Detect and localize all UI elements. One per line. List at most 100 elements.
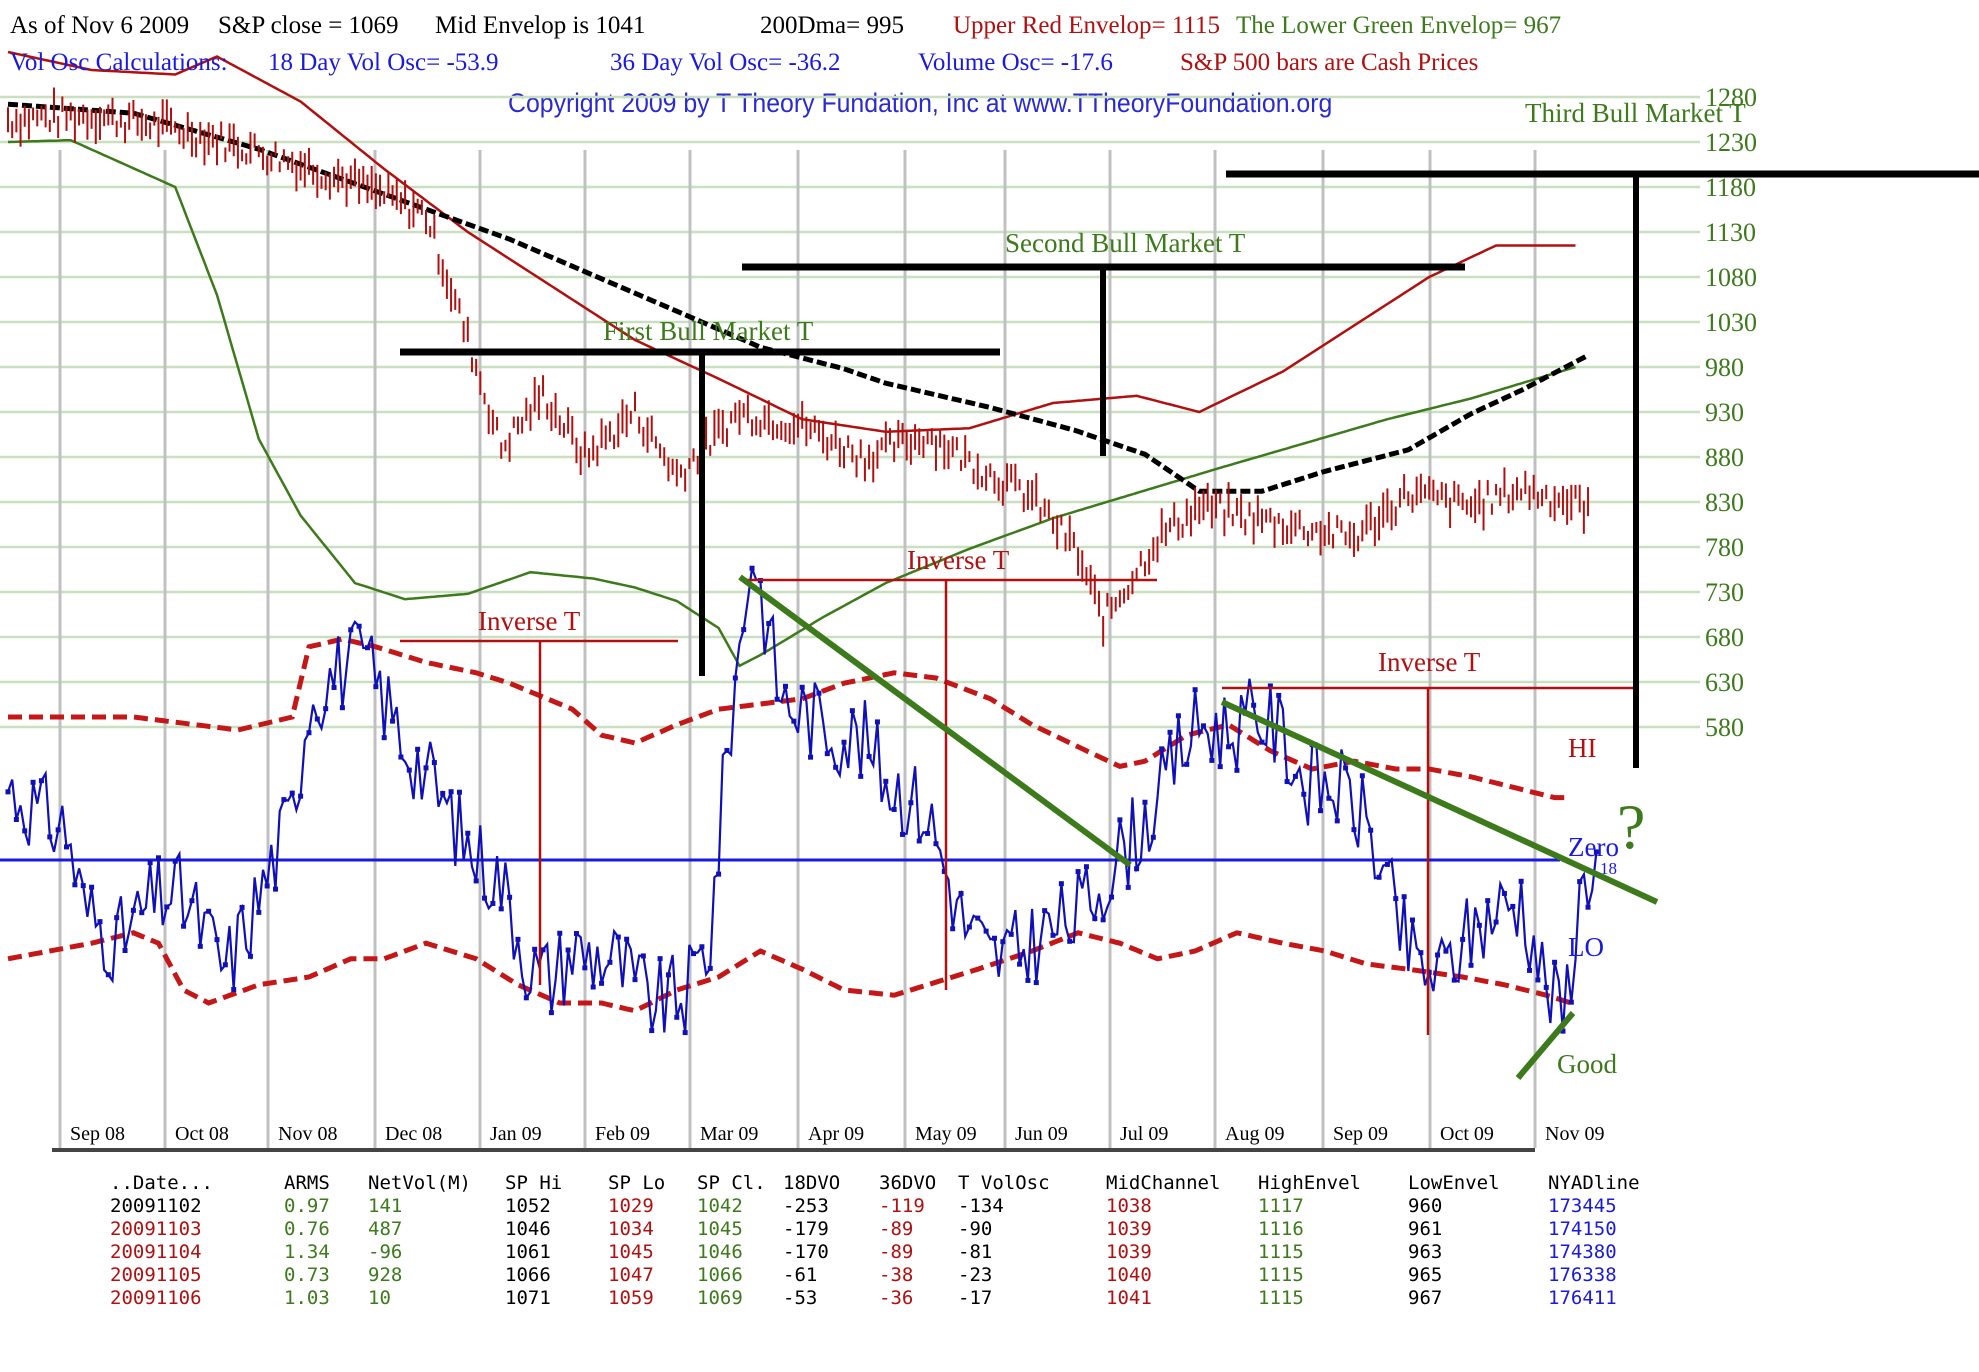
vol-osc-point (473, 878, 479, 884)
vol-osc-point (339, 705, 345, 711)
vol-osc-point (1267, 683, 1273, 689)
table-cell: 1029 (608, 1195, 654, 1217)
vol-osc-point (1318, 808, 1324, 814)
vol-osc-point (891, 806, 897, 812)
x-tick-label-0: Sep 08 (70, 1123, 125, 1145)
table-cell: 20091102 (110, 1195, 202, 1217)
table-cell: 1042 (697, 1195, 743, 1217)
vol-osc-point (5, 789, 11, 795)
table-cell: 0.76 (284, 1218, 330, 1240)
vol-osc-lo-band (7, 930, 1573, 1014)
table-cell: 176411 (1548, 1287, 1617, 1309)
vol-osc-point (1259, 739, 1265, 745)
upper-red-envelope-line (7, 50, 1576, 434)
vol-osc-point (916, 838, 922, 844)
x-tick-label-7: Apr 09 (808, 1123, 864, 1145)
table-cell: 174380 (1548, 1241, 1617, 1263)
vol-osc-point (958, 890, 964, 896)
vol-osc-point (707, 965, 713, 971)
table-cell: SP Hi (505, 1172, 563, 1194)
table-cell: -90 (958, 1218, 993, 1240)
vol-osc-point (431, 760, 437, 766)
vol-osc-point (1058, 881, 1064, 887)
vol-osc-point (147, 860, 153, 866)
table-cell: -134 (958, 1195, 1004, 1217)
table-cell: 1071 (505, 1287, 551, 1309)
vol-osc-point (1042, 908, 1048, 914)
table-cell: 1066 (505, 1264, 551, 1286)
x-tick-label-13: Oct 09 (1440, 1123, 1494, 1145)
vol-osc-point (1334, 818, 1340, 824)
table-cell: 0.73 (284, 1264, 330, 1286)
vol-osc-point (833, 764, 839, 770)
vol-osc-point (55, 827, 61, 833)
vol-osc-point (1017, 961, 1023, 967)
table-cell: 963 (1408, 1241, 1443, 1263)
vol-osc-point (406, 767, 412, 773)
vol-osc-point (515, 936, 521, 942)
table-cell: 173445 (1548, 1195, 1617, 1217)
table-cell: 961 (1408, 1218, 1443, 1240)
table-cell: LowEnvel (1408, 1172, 1500, 1194)
trend-line-1 (738, 574, 1132, 868)
vol-osc-point (155, 855, 161, 861)
vol-osc-point (674, 1014, 680, 1020)
table-cell: 1115 (1258, 1241, 1304, 1263)
table-cell: HighEnvel (1258, 1172, 1361, 1194)
table-cell: 1115 (1258, 1264, 1304, 1286)
vol-osc-point (657, 956, 663, 962)
vol-osc-point (1443, 948, 1449, 954)
vol-osc-point (1560, 1028, 1566, 1034)
vol-osc-point (1435, 952, 1441, 958)
vol-osc-point (64, 844, 70, 850)
table-cell: MidChannel (1106, 1172, 1221, 1194)
vol-osc-point (732, 675, 738, 681)
x-tick-label-14: Nov 09 (1545, 1123, 1604, 1145)
vol-osc-point (398, 754, 404, 760)
table-cell: -36 (879, 1287, 914, 1309)
vol-osc-point (1117, 817, 1123, 823)
vol-osc-point (247, 953, 253, 959)
vol-osc-point (214, 937, 220, 943)
vol-osc-point (624, 936, 630, 942)
table-cell: 1117 (1258, 1195, 1304, 1217)
vol-osc-point (900, 831, 906, 837)
x-tick-label-6: Mar 09 (700, 1123, 758, 1145)
vol-osc-point (925, 830, 931, 836)
vol-osc-point (548, 1010, 554, 1016)
table-cell: -38 (879, 1264, 914, 1286)
vol-osc-point (415, 746, 421, 752)
y-tick-label-730: 730 (1705, 578, 1744, 607)
y-tick-label-680: 680 (1705, 623, 1744, 652)
vol-osc-point (532, 946, 538, 952)
zero-sub-label: 18 (1600, 859, 1617, 878)
y-tick-label-930: 930 (1705, 398, 1744, 427)
vol-osc-point (465, 830, 471, 836)
vol-osc-point (766, 620, 772, 626)
vol-osc-point (1092, 916, 1098, 922)
vol-osc-point (1184, 761, 1190, 767)
y-tick-label-780: 780 (1705, 533, 1744, 562)
vol-osc-point (239, 904, 245, 910)
table-cell: 928 (368, 1264, 403, 1286)
header-line2-item-4: S&P 500 bars are Cash Prices (1180, 49, 1479, 76)
vol-osc-point (1025, 977, 1031, 983)
y-tick-label-1030: 1030 (1705, 308, 1757, 337)
y-tick-label-1180: 1180 (1705, 173, 1756, 202)
header-line1-item-3: 200Dma= 995 (760, 12, 904, 39)
vol-osc-point (1134, 866, 1140, 872)
vol-osc-point (975, 915, 981, 921)
table-cell: -23 (958, 1264, 993, 1286)
vol-osc-point (306, 730, 312, 736)
vol-osc-point (941, 868, 947, 874)
vol-osc-point (440, 790, 446, 796)
vol-osc-point (1493, 919, 1499, 925)
table-cell: T VolOsc (958, 1172, 1050, 1194)
x-tick-label-2: Nov 08 (278, 1123, 337, 1145)
y-tick-label-630: 630 (1705, 668, 1744, 697)
vol-osc-point (1209, 757, 1215, 763)
vol-osc-point (30, 779, 36, 785)
vol-osc-point (607, 959, 613, 965)
vol-osc-point (1284, 779, 1290, 785)
